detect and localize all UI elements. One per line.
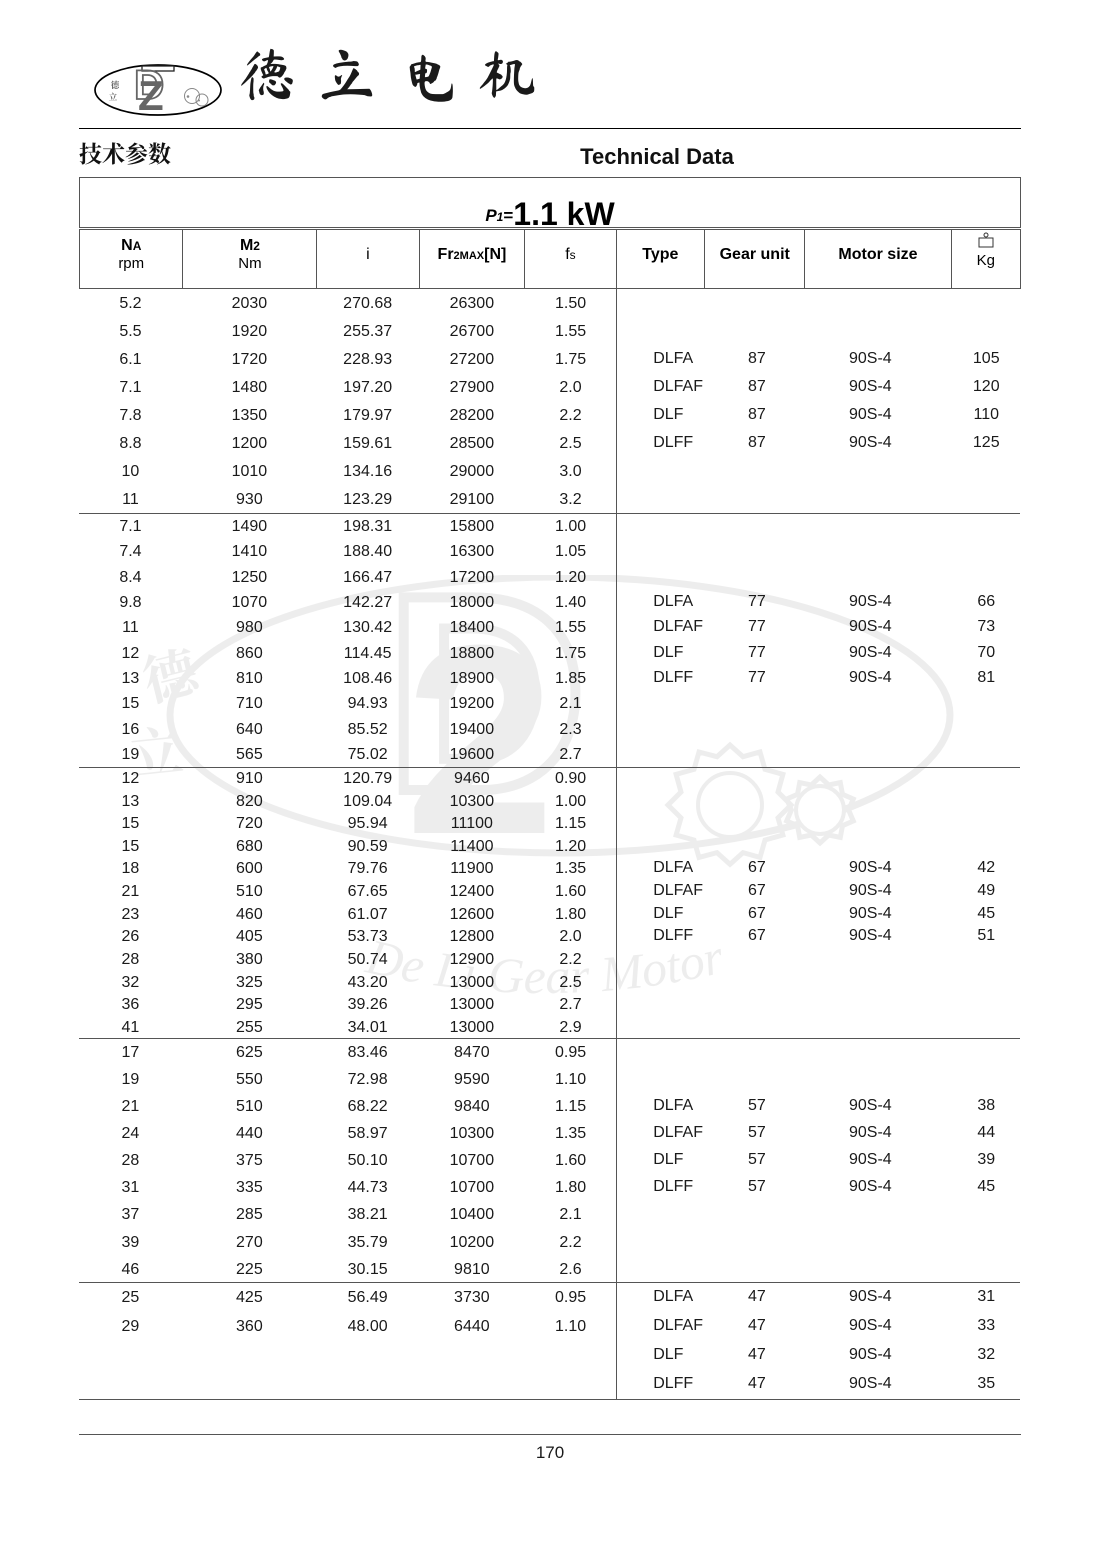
svg-text:德: 德 xyxy=(111,79,121,91)
svg-text:立: 立 xyxy=(109,91,118,103)
svg-text:Z: Z xyxy=(138,72,164,117)
